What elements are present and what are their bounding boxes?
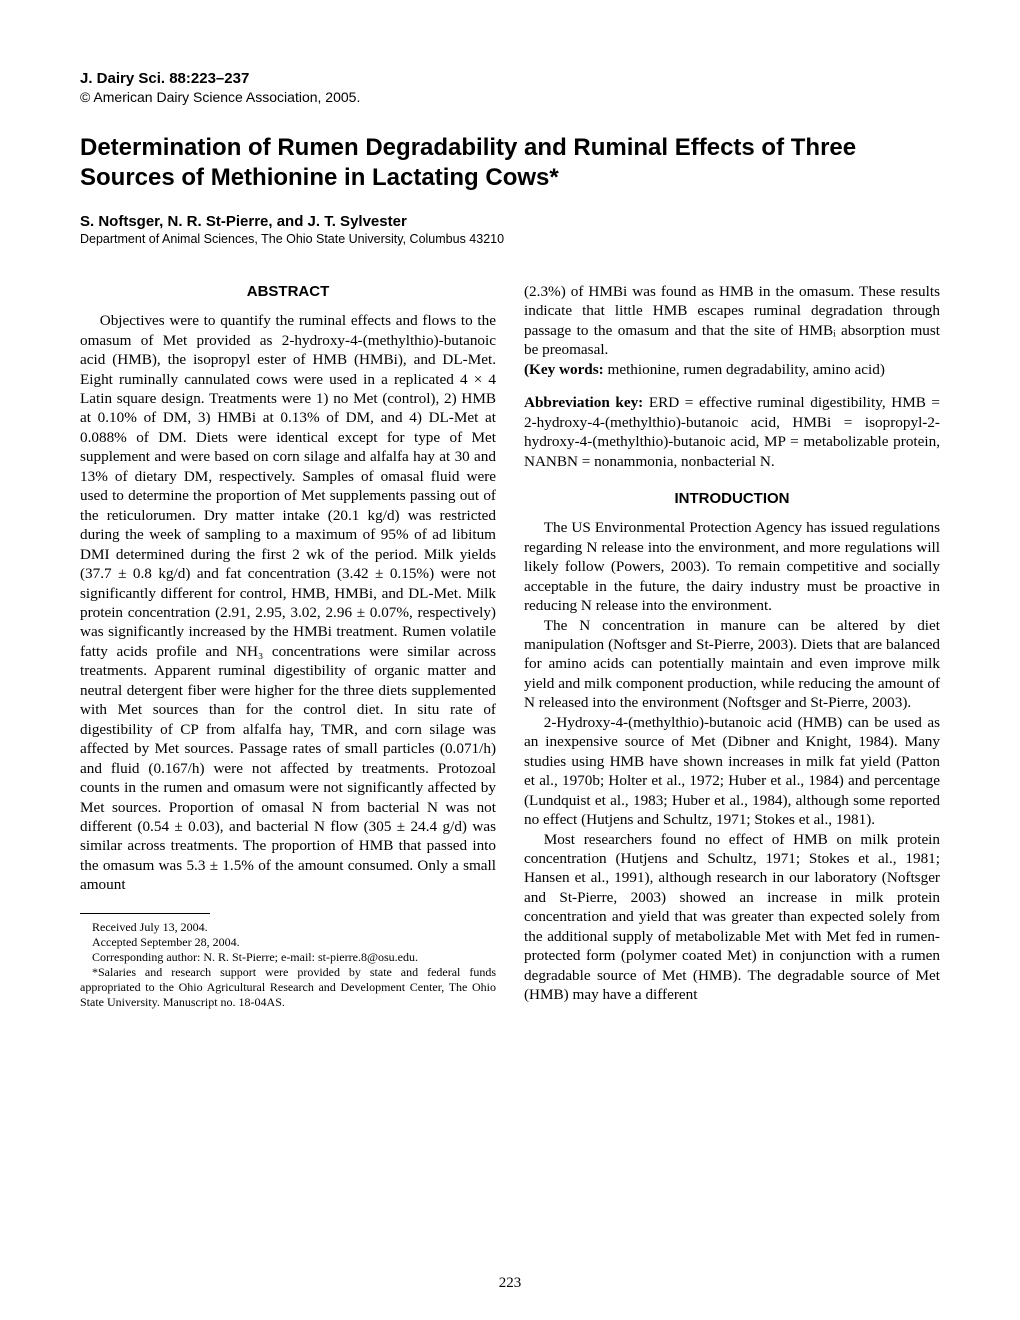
introduction-heading: INTRODUCTION xyxy=(524,489,940,508)
footnote-corresponding: Corresponding author: N. R. St-Pierre; e… xyxy=(80,950,496,965)
intro-paragraph-4: Most researchers found no effect of HMB … xyxy=(524,830,940,1005)
abbrev-label: Abbreviation key: xyxy=(524,394,643,411)
footnote-received: Received July 13, 2004. xyxy=(80,920,496,935)
footnote-accepted: Accepted September 28, 2004. xyxy=(80,935,496,950)
copyright-line: © American Dairy Science Association, 20… xyxy=(80,89,940,105)
footnotes: Received July 13, 2004. Accepted Septemb… xyxy=(80,920,496,1010)
page: J. Dairy Sci. 88:223–237 © American Dair… xyxy=(0,0,1020,1320)
journal-citation: J. Dairy Sci. 88:223–237 xyxy=(80,70,940,87)
intro-paragraph-2: The N concentration in manure can be alt… xyxy=(524,616,940,713)
keywords-line: (Key words: methionine, rumen degradabil… xyxy=(524,360,940,379)
abstract-paragraph: Objectives were to quantify the ruminal … xyxy=(80,311,496,895)
author-list: S. Noftsger, N. R. St-Pierre, and J. T. … xyxy=(80,213,940,230)
paper-title: Determination of Rumen Degradability and… xyxy=(80,133,940,193)
page-number: 223 xyxy=(0,1275,1020,1292)
keywords-text: methionine, rumen degradability, amino a… xyxy=(604,361,885,378)
abbreviation-line: Abbreviation key: ERD = effective rumina… xyxy=(524,393,940,471)
two-column-body: ABSTRACT Objectives were to quantify the… xyxy=(80,282,940,1010)
intro-paragraph-1: The US Environmental Protection Agency h… xyxy=(524,518,940,615)
footnote-rule xyxy=(80,913,210,914)
intro-paragraph-3: 2-Hydroxy-4-(methylthio)-butanoic acid (… xyxy=(524,713,940,830)
affiliation: Department of Animal Sciences, The Ohio … xyxy=(80,232,940,246)
abstract-continuation: (2.3%) of HMBi was found as HMB in the o… xyxy=(524,282,940,360)
footnotes-block: Received July 13, 2004. Accepted Septemb… xyxy=(80,913,496,1010)
abstract-heading: ABSTRACT xyxy=(80,282,496,301)
footnote-funding: *Salaries and research support were prov… xyxy=(80,965,496,1010)
keywords-label: (Key words: xyxy=(524,361,604,378)
